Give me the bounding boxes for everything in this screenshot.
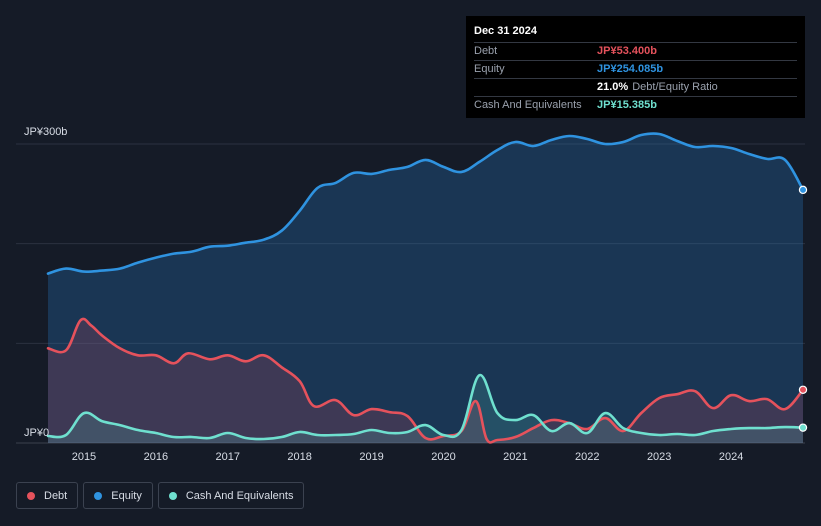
y-axis-bottom-label: JP¥0 bbox=[24, 427, 49, 439]
x-tick-label: 2024 bbox=[719, 451, 743, 463]
tooltip-date: Dec 31 2024 bbox=[474, 16, 797, 43]
x-tick-label: 2022 bbox=[575, 451, 599, 463]
equity-dot-icon bbox=[94, 491, 103, 500]
tooltip-debt-value: JP¥53.400b bbox=[597, 45, 657, 57]
series-lines bbox=[46, 132, 805, 444]
x-tick-label: 2018 bbox=[287, 451, 311, 463]
tooltip-row-cash: Cash And Equivalents JP¥15.385b bbox=[474, 97, 797, 114]
equity-line bbox=[46, 132, 805, 275]
tooltip-debt-label: Debt bbox=[474, 45, 498, 57]
x-tick-label: 2021 bbox=[503, 451, 527, 463]
cash-dot-icon bbox=[168, 491, 177, 500]
x-tick-label: 2017 bbox=[216, 451, 240, 463]
tooltip-cash-value: JP¥15.385b bbox=[597, 99, 657, 111]
x-tick-label: 2015 bbox=[72, 451, 96, 463]
legend-item-debt[interactable]: Debt bbox=[16, 482, 79, 509]
debt-endpoint-marker bbox=[798, 385, 808, 394]
tooltip-ratio-value: 21.0% bbox=[597, 81, 629, 93]
chart-legend: Debt Equity Cash And Equivalents bbox=[16, 482, 305, 509]
debt-line bbox=[46, 317, 805, 444]
series-endpoints bbox=[798, 185, 808, 432]
y-axis-top-label: JP¥300b bbox=[24, 126, 67, 138]
equity-area bbox=[48, 133, 803, 444]
legend-item-cash[interactable]: Cash And Equivalents bbox=[157, 482, 305, 509]
tooltip-row-equity: Equity JP¥254.085b bbox=[474, 61, 797, 79]
tooltip-row-ratio: 21.0% Debt/Equity Ratio bbox=[474, 79, 797, 97]
tooltip-cash-label: Cash And Equivalents bbox=[474, 99, 582, 111]
debt-dot-icon bbox=[27, 491, 35, 500]
legend-label-equity: Equity bbox=[111, 489, 142, 502]
data-tooltip: Dec 31 2024 Debt JP¥53.400b Equity JP¥25… bbox=[466, 16, 805, 118]
cash-and-equivalents-line bbox=[46, 373, 805, 441]
x-tick-label: 2023 bbox=[647, 451, 671, 463]
tooltip-equity-label: Equity bbox=[474, 63, 505, 75]
legend-label-debt: Debt bbox=[44, 489, 68, 502]
tooltip-ratio-label: Debt/Equity Ratio bbox=[632, 81, 718, 93]
legend-item-equity[interactable]: Equity bbox=[83, 482, 153, 509]
x-tick-label: 2016 bbox=[144, 451, 168, 463]
equity-endpoint-marker bbox=[798, 185, 808, 195]
tooltip-row-debt: Debt JP¥53.400b bbox=[474, 43, 797, 61]
series-areas bbox=[48, 133, 803, 444]
cash-and-equivalents-endpoint-marker bbox=[798, 423, 808, 432]
debt-area bbox=[48, 318, 803, 443]
x-axis-ticks: 2015 2016 2017 2018 2019 2020 2021 2022 2023 2024 bbox=[72, 451, 744, 463]
legend-label-cash: Cash And Equivalents bbox=[185, 489, 294, 502]
x-tick-label: 2019 bbox=[359, 451, 383, 463]
x-tick-label: 2020 bbox=[431, 451, 455, 463]
grid-lines bbox=[16, 143, 805, 444]
tooltip-equity-value: JP¥254.085b bbox=[597, 63, 664, 75]
